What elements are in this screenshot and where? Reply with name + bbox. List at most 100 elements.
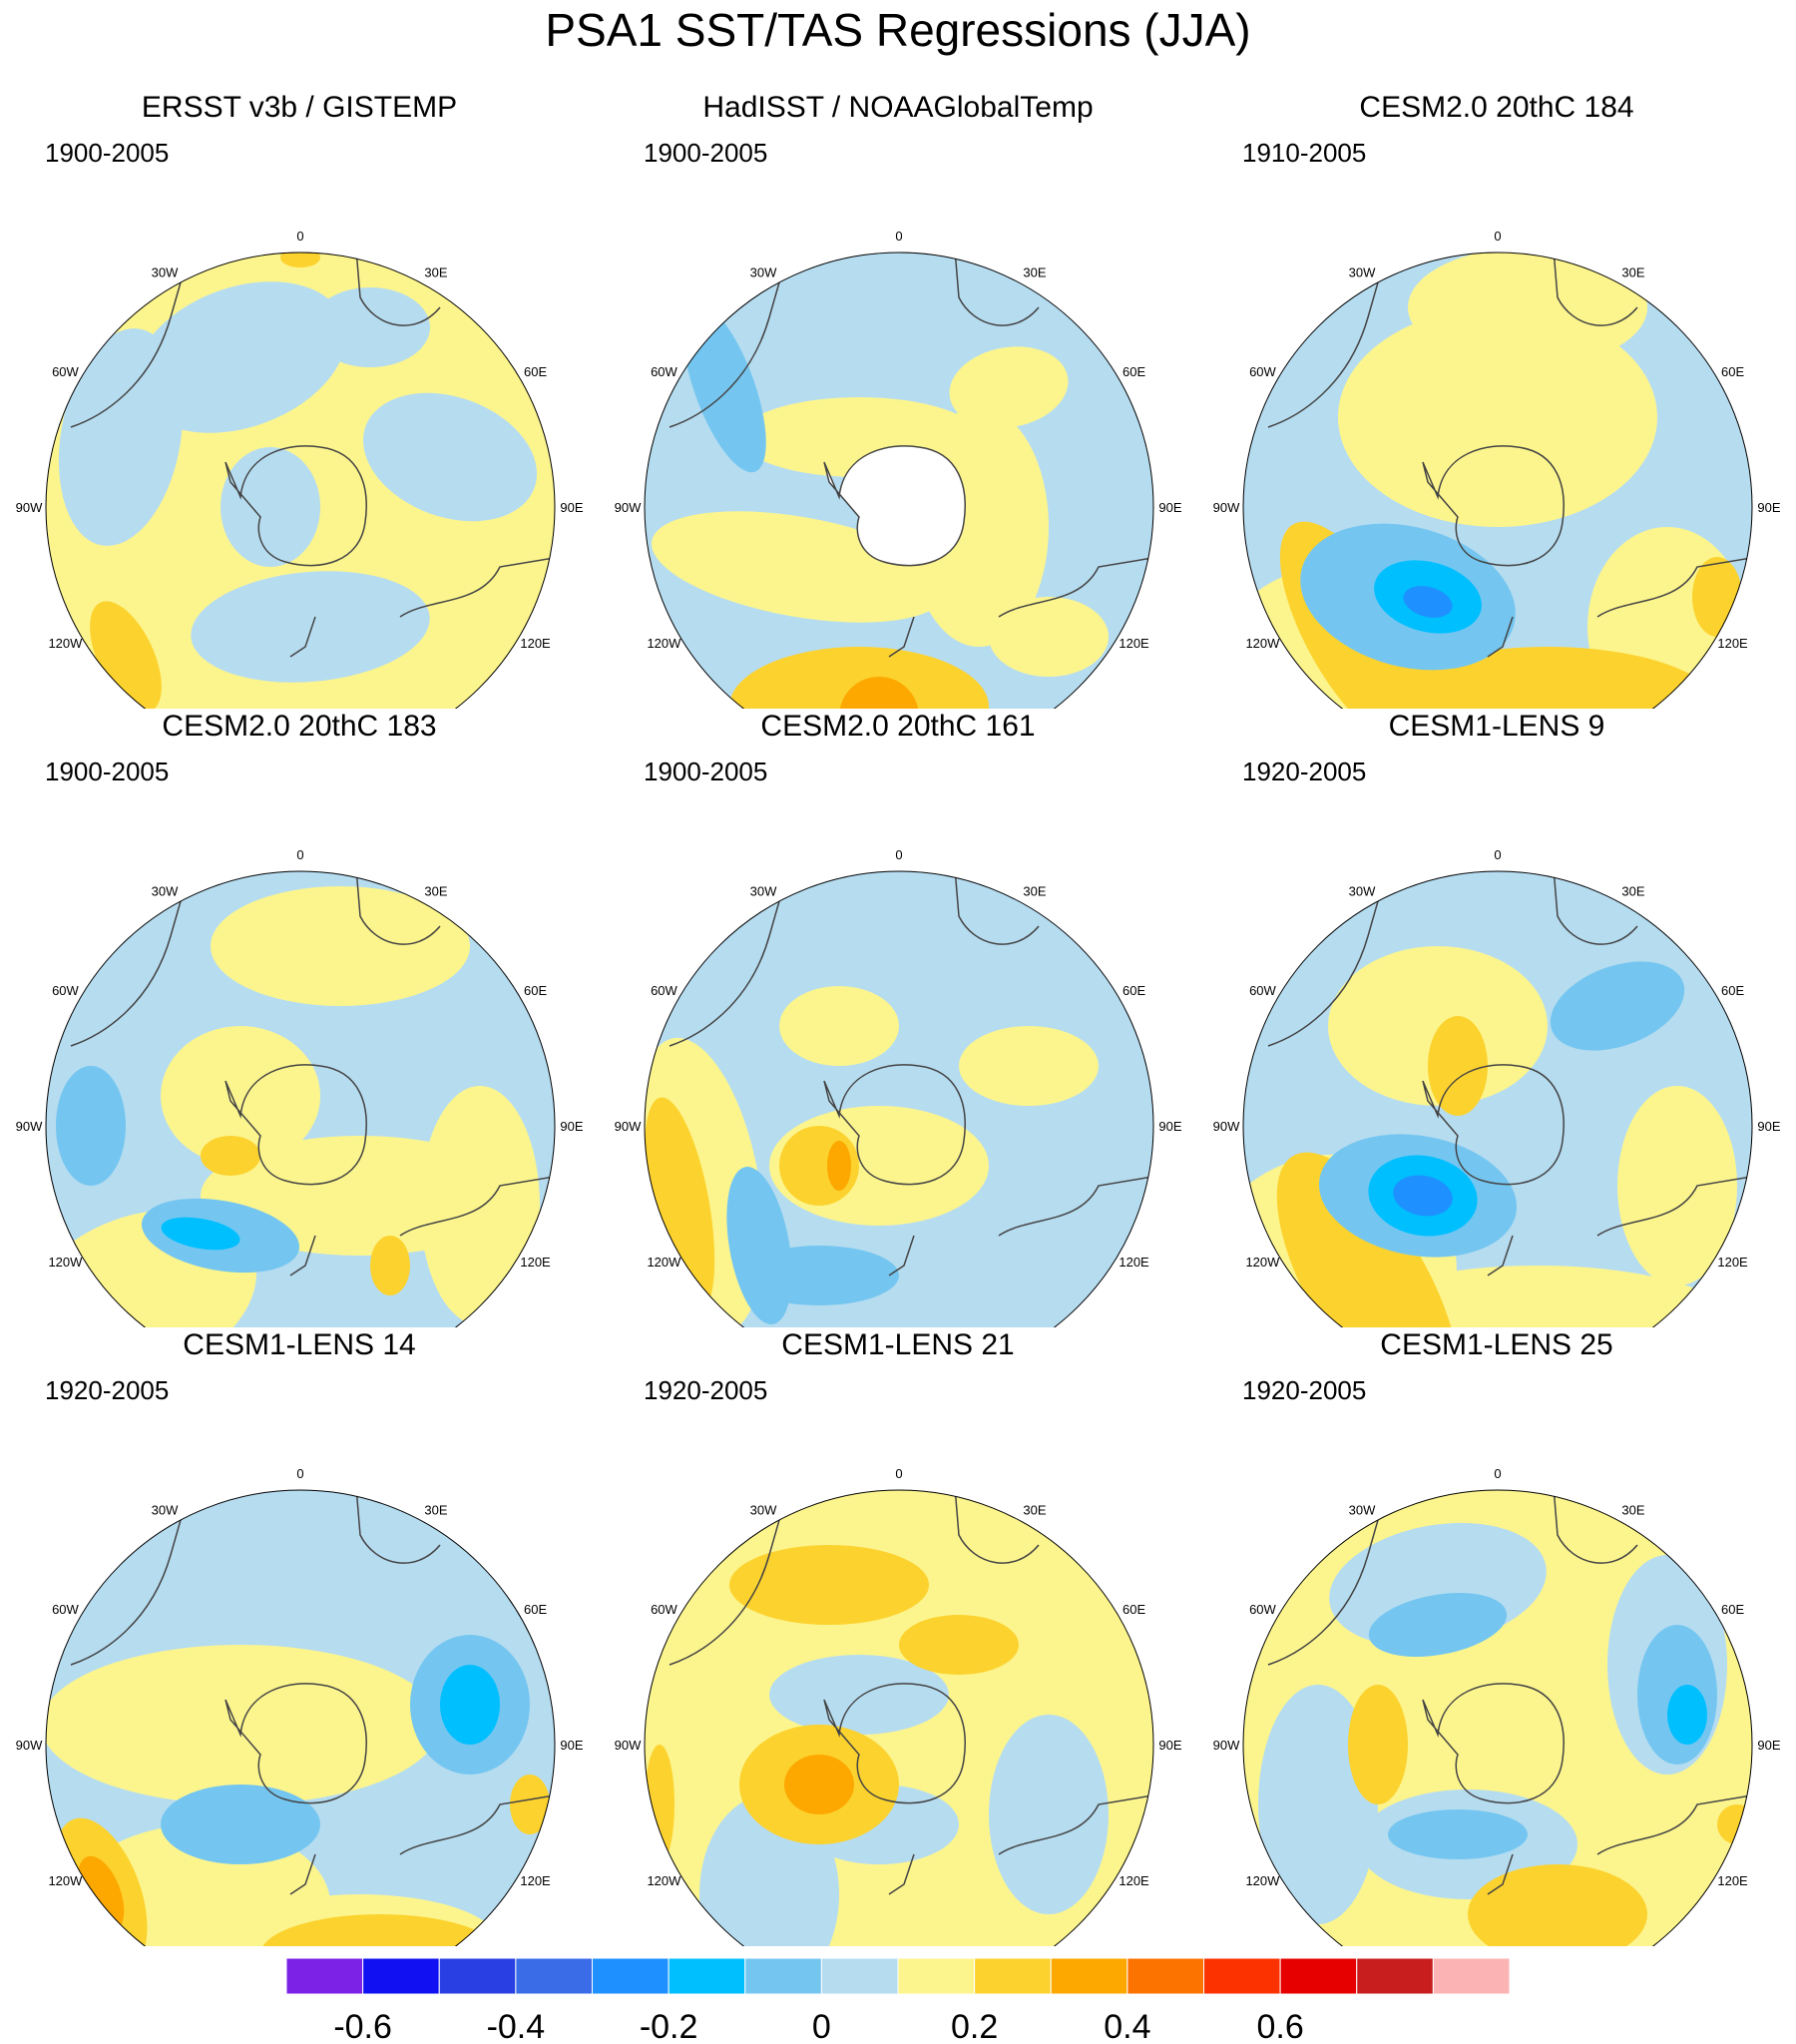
longitude-label: 120E bbox=[520, 1255, 551, 1270]
australia-coastline bbox=[1596, 556, 1752, 618]
longitude-label: 0 bbox=[296, 229, 303, 244]
anomaly-contour bbox=[370, 1236, 410, 1295]
longitude-label: 30W bbox=[750, 264, 777, 279]
anomaly-contour bbox=[1617, 1086, 1737, 1285]
longitude-label: 90E bbox=[1158, 500, 1181, 515]
longitude-label: 120E bbox=[1717, 636, 1748, 651]
map-border bbox=[45, 1489, 556, 1946]
anomaly-contour bbox=[58, 328, 184, 546]
colorbar-swatch bbox=[1432, 1957, 1511, 1995]
longitude-label: 90W bbox=[1213, 1738, 1240, 1753]
longitude-label: 30E bbox=[424, 883, 447, 898]
anomaly-contour bbox=[420, 1086, 540, 1325]
colorbar-tick-label: 0.4 bbox=[1104, 2008, 1150, 2044]
anomaly-contour bbox=[1378, 647, 1717, 709]
colorbar-swatch bbox=[1050, 1957, 1128, 1995]
colorbar-swatch bbox=[1279, 1957, 1358, 1995]
map-panel: 030E60E90E120E150E180150W120W90W60W30WCE… bbox=[1197, 90, 1796, 709]
anomaly-contour bbox=[362, 392, 538, 522]
longitude-label: 60W bbox=[1249, 1602, 1276, 1617]
anomaly-contour bbox=[959, 1026, 1099, 1106]
map-panel: 030E60E90E120E150E180150W120W90W60W30WCE… bbox=[1197, 709, 1796, 1327]
anomaly-contour bbox=[784, 1755, 854, 1814]
longitude-label: 30E bbox=[424, 264, 447, 279]
period-label: 1920-2005 bbox=[45, 1375, 170, 1405]
south-america-coastline bbox=[1267, 1490, 1389, 1666]
longitude-label: 120E bbox=[520, 636, 551, 651]
polar-map: 030E60E90E120E150E180150W120W90W60W30W bbox=[16, 1466, 584, 1946]
anomaly-contour bbox=[56, 1066, 126, 1186]
new-zealand-coastline bbox=[289, 1235, 316, 1277]
anomaly-contour bbox=[1692, 557, 1742, 637]
colorbar-swatch bbox=[1356, 1957, 1434, 1995]
anomaly-contour bbox=[280, 253, 320, 267]
antarctica-coastline bbox=[1422, 1683, 1565, 1804]
colorbar-swatch bbox=[974, 1957, 1052, 1995]
colorbar-swatch bbox=[515, 1957, 593, 1995]
panel-title: CESM2.0 20thC 184 bbox=[1359, 91, 1634, 124]
longitude-label: 60E bbox=[1721, 364, 1744, 379]
period-label: 1900-2005 bbox=[45, 757, 170, 786]
antarctica-coastline bbox=[224, 1064, 367, 1186]
anomaly-contour bbox=[161, 1785, 320, 1864]
map-panel: 030E60E90E120E150E180150W120W90W60W30WHa… bbox=[599, 90, 1197, 709]
panel-title: ERSST v3b / GISTEMP bbox=[141, 91, 458, 124]
australia-coastline bbox=[399, 1793, 555, 1855]
anomaly-contour bbox=[161, 1217, 240, 1251]
longitude-label: 90E bbox=[1757, 500, 1780, 515]
panel-title: CESM2.0 20thC 183 bbox=[162, 710, 437, 743]
anomaly-contour bbox=[46, 1645, 440, 1804]
period-label: 1920-2005 bbox=[644, 1375, 768, 1405]
australia-coastline bbox=[1596, 1793, 1752, 1855]
map-border bbox=[1242, 1489, 1753, 1946]
africa-coastline bbox=[354, 1490, 441, 1564]
australia-coastline bbox=[1596, 1175, 1752, 1237]
longitude-label: 90E bbox=[1757, 1738, 1780, 1753]
longitude-label: 0 bbox=[1494, 229, 1501, 244]
colorbar-swatch bbox=[744, 1957, 822, 1995]
colorbar-tick-label: -0.6 bbox=[333, 2008, 392, 2044]
polar-map: 030E60E90E120E150E180150W120W90W60W30W bbox=[615, 847, 1182, 1327]
longitude-label: 60E bbox=[524, 1602, 547, 1617]
africa-coastline bbox=[354, 871, 441, 945]
south-america-coastline bbox=[669, 253, 790, 428]
anomaly-contour bbox=[1388, 1809, 1528, 1859]
colorbar-swatch bbox=[897, 1957, 976, 1995]
australia-coastline bbox=[399, 556, 555, 618]
longitude-label: 0 bbox=[1494, 1466, 1501, 1481]
longitude-label: 60E bbox=[524, 983, 547, 998]
longitude-label: 30W bbox=[152, 264, 179, 279]
longitude-label: 120W bbox=[48, 636, 83, 651]
longitude-label: 120W bbox=[647, 1873, 681, 1888]
longitude-label: 90E bbox=[1158, 1119, 1181, 1134]
polar-map: 030E60E90E120E150E180150W120W90W60W30W bbox=[1213, 847, 1781, 1327]
anomaly-contour bbox=[211, 886, 470, 1006]
anomaly-contour bbox=[161, 1026, 320, 1166]
new-zealand-coastline bbox=[289, 616, 316, 658]
period-label: 1910-2005 bbox=[1242, 138, 1367, 168]
longitude-label: 120E bbox=[1717, 1255, 1748, 1270]
colorbar-tick-label: 0 bbox=[812, 2008, 831, 2044]
colorbar-swatch bbox=[1126, 1957, 1204, 1995]
antarctica-coastline bbox=[1422, 1064, 1565, 1186]
longitude-label: 60E bbox=[1122, 983, 1145, 998]
longitude-label: 120W bbox=[48, 1873, 83, 1888]
anomaly-contour bbox=[827, 1141, 851, 1191]
colorbar-swatch bbox=[1203, 1957, 1281, 1995]
antarctica-coastline bbox=[823, 1683, 966, 1804]
longitude-label: 0 bbox=[895, 229, 902, 244]
longitude-label: 0 bbox=[296, 847, 303, 862]
period-label: 1900-2005 bbox=[644, 138, 768, 168]
longitude-label: 30E bbox=[1023, 883, 1046, 898]
anomaly-contour bbox=[1717, 1804, 1752, 1844]
longitude-label: 0 bbox=[895, 847, 902, 862]
longitude-label: 30W bbox=[750, 883, 777, 898]
polar-map: 030E60E90E120E150E180150W120W90W60W30W bbox=[16, 847, 584, 1327]
antarctica-coastline bbox=[823, 1064, 966, 1186]
longitude-label: 30W bbox=[1349, 883, 1376, 898]
anomaly-contour bbox=[899, 1615, 1019, 1675]
longitude-label: 0 bbox=[1494, 847, 1501, 862]
colorbar-tick-label: -0.2 bbox=[640, 2008, 698, 2044]
south-america-coastline bbox=[669, 1490, 790, 1666]
anomaly-contour bbox=[201, 1136, 260, 1176]
